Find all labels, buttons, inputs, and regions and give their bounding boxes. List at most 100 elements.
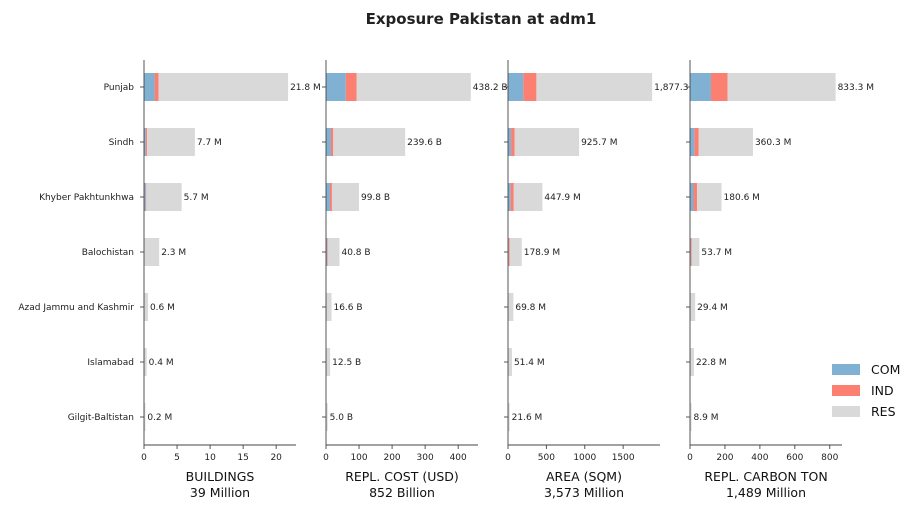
- bar-area-sqm-punjab-com: [508, 73, 524, 101]
- bar-area-sqm-khyber-pakhtunkhwa-com: [508, 183, 511, 211]
- bar-repl-carbon-ton-sindh-com: [690, 128, 695, 156]
- bar-repl-carbon-ton-azad-jammu-and-kashmir-res: [690, 293, 696, 321]
- data-label-repl-carbon-ton-azad-jammu-and-kashmir: 29.4 M: [697, 303, 728, 313]
- bar-buildings-islamabad-res: [144, 348, 147, 376]
- data-label-repl-cost-usd-islamabad: 12.5 B: [332, 358, 361, 368]
- bar-repl-cost-usd-azad-jammu-and-kashmir-res: [326, 293, 332, 321]
- data-label-area-sqm-punjab: 1,877.3: [654, 83, 688, 93]
- bar-repl-carbon-ton-khyber-pakhtunkhwa-com: [690, 183, 694, 211]
- bar-buildings-punjab-res: [158, 73, 289, 101]
- bar-repl-cost-usd-sindh-com: [326, 128, 331, 156]
- category-label-khyber-pakhtunkhwa: Khyber Pakhtunkhwa: [39, 193, 134, 203]
- bar-repl-carbon-ton-punjab-ind: [710, 73, 728, 101]
- data-label-buildings-khyber-pakhtunkhwa: 5.7 M: [184, 193, 209, 203]
- data-label-repl-carbon-ton-punjab: 833.3 M: [838, 83, 874, 93]
- chart-title: Exposure Pakistan at adm1: [366, 10, 597, 28]
- bar-repl-carbon-ton-punjab-res: [727, 73, 836, 101]
- bar-repl-cost-usd-sindh-ind: [330, 128, 334, 156]
- x-tick-label-repl-cost-usd-4: 400: [450, 453, 467, 463]
- bar-repl-cost-usd-islamabad-res: [326, 348, 331, 376]
- bar-buildings-sindh-ind: [145, 128, 147, 156]
- category-label-balochistan: Balochistan: [82, 248, 134, 258]
- data-label-repl-carbon-ton-khyber-pakhtunkhwa: 180.6 M: [724, 193, 760, 203]
- data-label-area-sqm-islamabad: 51.4 M: [514, 358, 545, 368]
- bar-buildings-balochistan-res: [144, 238, 160, 266]
- x-axis-label-repl-cost-usd: REPL. COST (USD): [345, 469, 459, 484]
- bar-repl-cost-usd-sindh-res: [333, 128, 406, 156]
- data-label-buildings-azad-jammu-and-kashmir: 0.6 M: [150, 303, 175, 313]
- data-label-buildings-balochistan: 2.3 M: [161, 248, 186, 258]
- bar-repl-cost-usd-gilgit-baltistan-res: [326, 403, 328, 431]
- category-label-sindh: Sindh: [109, 138, 134, 148]
- data-label-repl-carbon-ton-gilgit-baltistan: 8.9 M: [694, 413, 719, 423]
- bar-area-sqm-khyber-pakhtunkhwa-ind: [510, 183, 514, 211]
- bar-repl-carbon-ton-balochistan-res: [691, 238, 700, 266]
- bar-repl-carbon-ton-punjab-com: [690, 73, 711, 101]
- bar-buildings-punjab-com: [144, 73, 155, 101]
- x-tick-label-buildings-1: 5: [174, 453, 180, 463]
- bar-buildings-gilgit-baltistan-res: [144, 403, 146, 431]
- bar-repl-carbon-ton-islamabad-res: [690, 348, 694, 376]
- x-tick-label-repl-carbon-ton-0: 0: [687, 453, 693, 463]
- data-label-buildings-punjab: 21.8 M: [290, 83, 321, 93]
- bar-repl-cost-usd-khyber-pakhtunkhwa-res: [331, 183, 359, 211]
- bar-area-sqm-azad-jammu-and-kashmir-res: [508, 293, 514, 321]
- data-label-repl-cost-usd-balochistan: 40.8 B: [341, 248, 370, 258]
- bar-repl-cost-usd-punjab-ind: [345, 73, 357, 101]
- category-label-azad-jammu-and-kashmir: Azad Jammu and Kashmir: [18, 303, 134, 313]
- bar-repl-cost-usd-punjab-res: [356, 73, 471, 101]
- total-label-repl-carbon-ton: 1,489 Million: [726, 485, 806, 500]
- bar-area-sqm-balochistan-res: [509, 238, 522, 266]
- bar-buildings-azad-jammu-and-kashmir-res: [144, 293, 148, 321]
- bar-area-sqm-khyber-pakhtunkhwa-res: [513, 183, 543, 211]
- bar-area-sqm-punjab-res: [536, 73, 653, 101]
- data-label-repl-carbon-ton-balochistan: 53.7 M: [701, 248, 732, 258]
- category-label-gilgit-baltistan: Gilgit-Baltistan: [68, 413, 134, 423]
- x-tick-label-buildings-3: 15: [237, 453, 248, 463]
- legend-label-com: COM: [871, 362, 900, 377]
- legend-swatch-com: [832, 364, 860, 375]
- data-label-buildings-islamabad: 0.4 M: [149, 358, 174, 368]
- data-label-buildings-sindh: 7.7 M: [197, 138, 222, 148]
- x-tick-label-area-sqm-2: 1000: [573, 453, 596, 463]
- bar-area-sqm-balochistan-ind: [508, 238, 510, 266]
- bar-area-sqm-islamabad-res: [508, 348, 512, 376]
- bar-area-sqm-punjab-ind: [523, 73, 537, 101]
- x-tick-label-buildings-4: 20: [270, 453, 282, 463]
- x-tick-label-repl-carbon-ton-4: 800: [821, 453, 838, 463]
- data-label-area-sqm-sindh: 925.7 M: [581, 138, 617, 148]
- data-label-area-sqm-azad-jammu-and-kashmir: 69.8 M: [515, 303, 546, 313]
- bar-repl-cost-usd-balochistan-com: [326, 238, 327, 266]
- bar-buildings-punjab-ind: [154, 73, 159, 101]
- legend-swatch-res: [832, 406, 860, 417]
- bar-repl-carbon-ton-khyber-pakhtunkhwa-res: [696, 183, 722, 211]
- bar-repl-carbon-ton-sindh-ind: [694, 128, 699, 156]
- x-tick-label-repl-carbon-ton-2: 400: [751, 453, 768, 463]
- bar-repl-cost-usd-khyber-pakhtunkhwa-ind: [329, 183, 332, 211]
- data-label-repl-cost-usd-khyber-pakhtunkhwa: 99.8 B: [361, 193, 390, 203]
- x-tick-label-buildings-0: 0: [141, 453, 147, 463]
- x-tick-label-area-sqm-0: 0: [505, 453, 511, 463]
- x-tick-label-repl-cost-usd-3: 300: [417, 453, 434, 463]
- x-axis-label-area-sqm: AREA (SQM): [546, 469, 622, 484]
- bar-area-sqm-sindh-com: [508, 128, 512, 156]
- x-tick-label-area-sqm-3: 1500: [612, 453, 635, 463]
- data-label-area-sqm-gilgit-baltistan: 21.6 M: [512, 413, 543, 423]
- data-label-repl-cost-usd-sindh: 239.6 B: [407, 138, 442, 148]
- bar-buildings-khyber-pakhtunkhwa-ind: [145, 183, 147, 211]
- bar-area-sqm-sindh-ind: [511, 128, 515, 156]
- total-label-buildings: 39 Million: [190, 485, 250, 500]
- x-tick-label-repl-cost-usd-1: 100: [350, 453, 367, 463]
- bar-repl-cost-usd-khyber-pakhtunkhwa-com: [326, 183, 330, 211]
- bar-repl-carbon-ton-gilgit-baltistan-res: [690, 403, 692, 431]
- bar-repl-cost-usd-balochistan-res: [327, 238, 340, 266]
- x-tick-label-repl-carbon-ton-1: 200: [716, 453, 733, 463]
- data-label-buildings-gilgit-baltistan: 0.2 M: [147, 413, 172, 423]
- bar-repl-carbon-ton-balochistan-ind: [690, 238, 692, 266]
- data-label-repl-cost-usd-gilgit-baltistan: 5.0 B: [330, 413, 353, 423]
- bar-repl-cost-usd-punjab-com: [326, 73, 346, 101]
- x-tick-label-buildings-2: 10: [204, 453, 216, 463]
- category-label-islamabad: Islamabad: [87, 358, 134, 368]
- bar-buildings-khyber-pakhtunkhwa-res: [146, 183, 182, 211]
- bar-repl-carbon-ton-sindh-res: [698, 128, 753, 156]
